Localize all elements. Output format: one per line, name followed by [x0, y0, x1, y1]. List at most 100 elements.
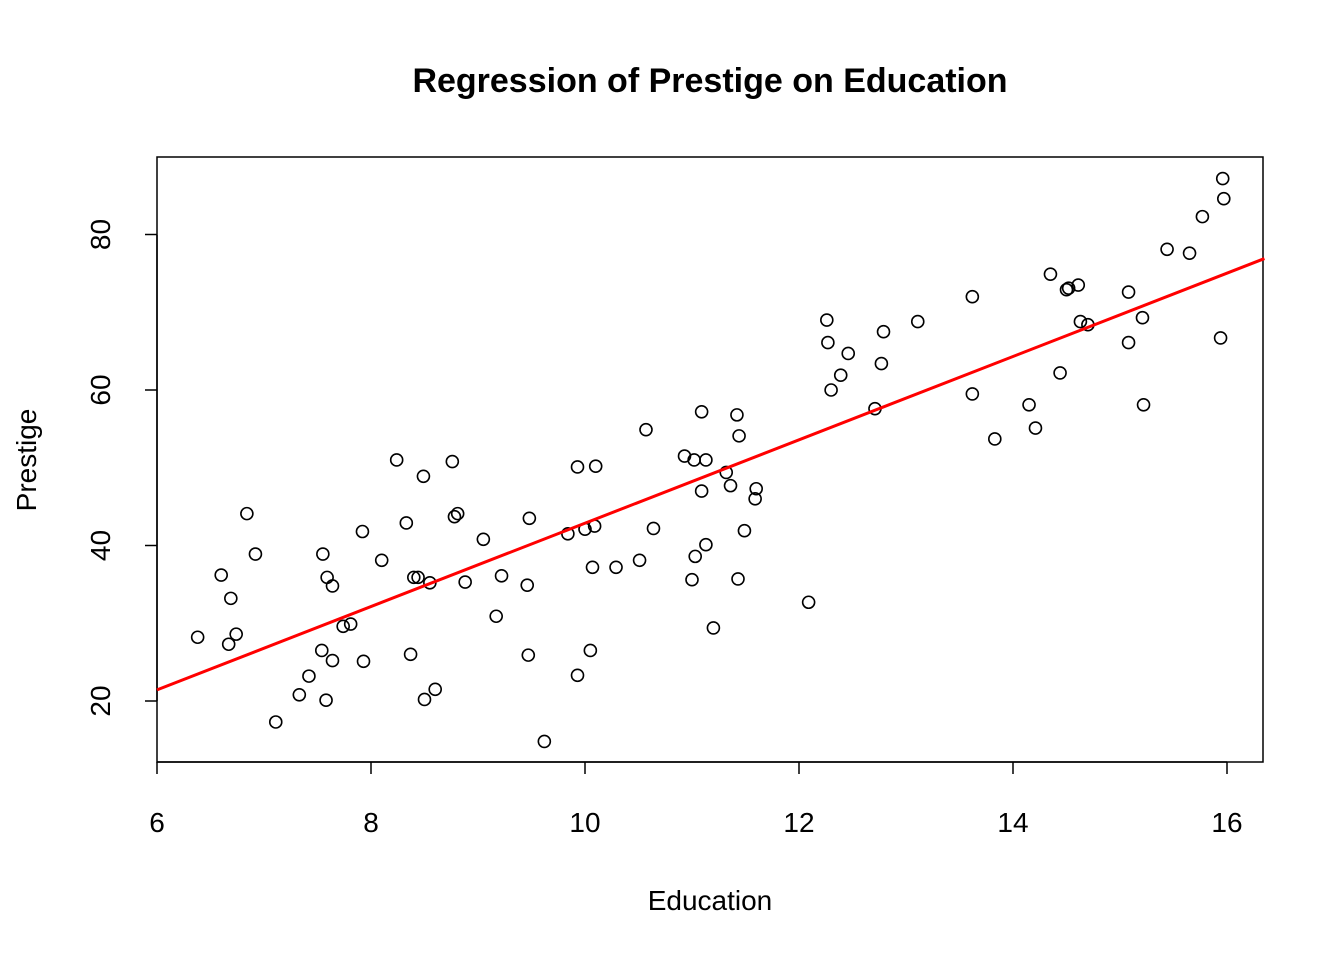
data-point [403, 647, 418, 662]
data-point [1213, 331, 1228, 345]
data-point [632, 553, 647, 568]
data-point [1043, 267, 1058, 281]
data-point [583, 643, 598, 658]
data-point [694, 484, 709, 498]
data-point [694, 404, 709, 419]
data-point [801, 595, 816, 610]
data-point [319, 693, 333, 708]
data-point [1215, 171, 1230, 186]
data-point [224, 591, 238, 606]
x-tick-label: 10 [569, 807, 600, 838]
data-point [494, 569, 509, 583]
x-tick-label: 6 [149, 807, 165, 838]
data-point [1182, 246, 1197, 260]
x-tick-label: 14 [997, 807, 1028, 838]
x-axis-ticks: 6 8 10 12 14 16 [149, 762, 1243, 838]
data-point [688, 549, 703, 564]
data-point [821, 335, 835, 350]
data-point [1053, 366, 1067, 380]
data-point [876, 324, 891, 339]
data-point [1195, 209, 1210, 224]
data-point [737, 523, 752, 538]
data-point [374, 553, 389, 568]
data-point [302, 669, 316, 683]
data-point [417, 692, 432, 707]
data-point [833, 368, 848, 383]
data-point [325, 653, 340, 668]
data-point [522, 511, 537, 526]
data-point [988, 432, 1002, 446]
data-point [1071, 278, 1086, 292]
data-point [314, 643, 329, 658]
data-point [411, 570, 425, 585]
data-point [292, 687, 307, 702]
data-point [723, 478, 738, 493]
data-point [561, 527, 575, 541]
x-axis-label: Education [648, 885, 773, 916]
data-point [320, 570, 334, 585]
y-axis-label: Prestige [11, 409, 42, 512]
data-point [248, 547, 263, 561]
data-point [1121, 285, 1136, 299]
data-point [1216, 191, 1231, 206]
data-point [910, 314, 925, 329]
data-point [748, 492, 762, 506]
data-point [214, 568, 228, 582]
data-point [588, 459, 603, 473]
data-point [874, 356, 889, 371]
data-point [325, 579, 340, 593]
regression-line [156, 257, 1265, 692]
data-point [450, 506, 465, 521]
y-axis-ticks: 20 40 60 80 [85, 219, 157, 717]
data-point [719, 465, 734, 480]
y-tick-label: 20 [85, 685, 116, 716]
data-point [706, 621, 721, 635]
data-point [1121, 335, 1136, 350]
data-point [730, 408, 744, 422]
data-point [221, 637, 236, 652]
y-tick-label: 80 [85, 219, 116, 250]
data-point [570, 668, 585, 683]
data-point [476, 532, 491, 547]
data-point [585, 560, 600, 575]
plot-frame [156, 156, 1264, 763]
x-tick-label: 12 [783, 807, 814, 838]
data-point [1160, 242, 1174, 257]
data-point [699, 537, 713, 552]
data-point [1059, 282, 1074, 297]
x-tick-label: 8 [363, 807, 379, 838]
data-point [316, 547, 330, 561]
data-point [646, 521, 661, 536]
data-point [343, 617, 358, 631]
data-point [1135, 310, 1150, 325]
data-point [685, 572, 699, 587]
data-point [240, 506, 254, 521]
data-point [355, 524, 370, 539]
data-point [1136, 397, 1151, 412]
data-point [732, 429, 746, 443]
chart-title: Regression of Prestige on Education [412, 62, 1007, 100]
data-point [447, 509, 462, 524]
data-point [965, 387, 980, 401]
data-point [537, 734, 552, 749]
y-tick-label: 60 [85, 374, 116, 405]
data-point [699, 453, 713, 467]
x-tick-label: 16 [1211, 807, 1242, 838]
data-point [570, 460, 585, 474]
data-point [639, 422, 653, 437]
data-point [399, 516, 414, 530]
data-point [229, 627, 243, 641]
data-point [731, 572, 745, 586]
data-point [406, 570, 421, 585]
data-point [268, 715, 283, 729]
data-point [1022, 397, 1036, 412]
data-point [749, 481, 764, 496]
data-point [336, 619, 350, 634]
data-point [416, 469, 431, 484]
data-points [190, 171, 1231, 749]
data-point [389, 453, 404, 467]
data-point [841, 346, 856, 361]
data-point [520, 578, 535, 592]
data-point [521, 648, 536, 662]
